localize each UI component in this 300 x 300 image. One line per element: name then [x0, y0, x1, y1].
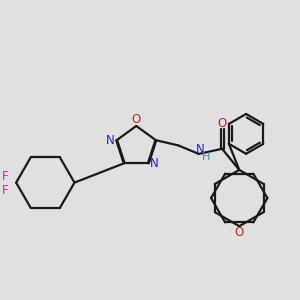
Text: N: N — [150, 157, 159, 170]
Text: O: O — [132, 113, 141, 126]
Text: N: N — [195, 143, 204, 156]
Text: F: F — [2, 170, 8, 183]
Text: O: O — [218, 117, 227, 130]
Text: N: N — [106, 134, 115, 147]
Text: H: H — [202, 152, 210, 162]
Text: F: F — [2, 184, 8, 197]
Text: O: O — [235, 226, 244, 239]
